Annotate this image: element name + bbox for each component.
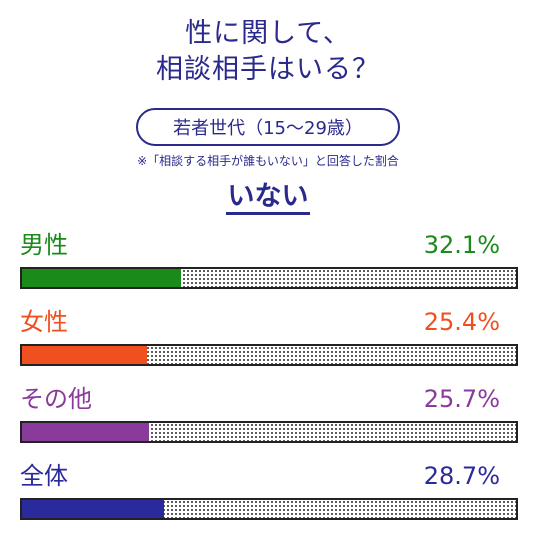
headline-underline xyxy=(226,212,310,215)
bar-label: その他 xyxy=(20,385,92,413)
bar-track xyxy=(20,498,518,520)
bar-fill xyxy=(22,269,181,287)
bar-value-label: 32.1% xyxy=(423,231,500,259)
age-group-label: 若者世代（15〜29歳） xyxy=(173,118,363,139)
survey-note: ※「相談する相手が誰もいない」と回答した割合 xyxy=(137,154,399,168)
bar-track xyxy=(20,267,518,289)
bar-value-label: 25.7% xyxy=(423,385,500,413)
chart-title-line-1: 性に関して、 xyxy=(185,18,351,49)
bar-track xyxy=(20,421,518,443)
chart-title-line-2: 相談相手はいる？ xyxy=(156,54,380,85)
bar-fill xyxy=(22,346,148,364)
bar-value-label: 25.4% xyxy=(423,308,500,336)
age-group-pill: 若者世代（15〜29歳） xyxy=(136,108,400,146)
bar-label: 全体 xyxy=(20,462,68,490)
bar-value-label: 28.7% xyxy=(423,462,500,490)
bar-label: 男性 xyxy=(20,231,68,259)
bar-fill xyxy=(22,500,164,518)
headline: いない xyxy=(227,181,309,212)
bar-fill xyxy=(22,423,149,441)
bar-track xyxy=(20,344,518,366)
bar-label: 女性 xyxy=(20,308,68,336)
